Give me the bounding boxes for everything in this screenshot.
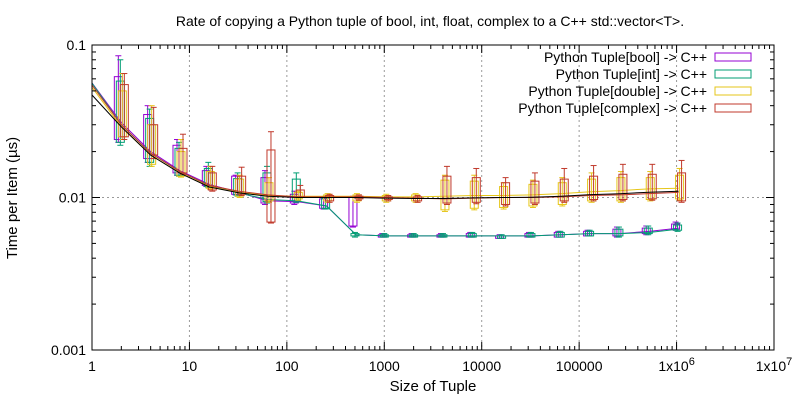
data-box (469, 180, 479, 209)
legend-swatch (714, 86, 752, 96)
x-tick-label: 1 (88, 358, 96, 374)
data-box (293, 191, 303, 200)
data-box (176, 151, 186, 177)
legend-label: Python Tuple[complex] -> C++ (518, 100, 707, 116)
legend-swatch (714, 52, 752, 62)
data-box (677, 172, 687, 202)
data-box (442, 175, 452, 204)
data-box (205, 171, 215, 189)
data-box (643, 227, 653, 235)
y-tick-label: 0.1 (67, 37, 87, 53)
data-box (675, 174, 685, 200)
data-box (264, 182, 274, 202)
series-layer (91, 55, 687, 239)
x-axis-label: Size of Tuple (390, 378, 477, 395)
legend: Python Tuple[bool] -> C++Python Tuple[in… (518, 49, 752, 116)
data-box (559, 178, 569, 202)
x-tick-label: 1x107 (756, 356, 792, 374)
data-box (467, 233, 477, 238)
data-box (501, 182, 511, 205)
y-axis-label: Time per Item (µs) (4, 137, 21, 259)
x-tick-label: 1000 (369, 358, 400, 374)
data-box (471, 177, 481, 203)
legend-label: Python Tuple[int] -> C++ (556, 66, 707, 82)
grid (92, 45, 774, 350)
legend-swatch (714, 69, 752, 79)
data-box (673, 224, 683, 231)
y-tick-label: 0.01 (59, 190, 86, 206)
axes: 1 10 100 1000 10000 100000 1x106 1x107 0.001 0.01… (51, 37, 792, 374)
legend-label: Python Tuple[double] -> C++ (528, 83, 707, 99)
series-3 (91, 73, 687, 224)
data-box (530, 180, 540, 204)
data-box (614, 228, 624, 237)
data-box (618, 173, 628, 201)
data-box (589, 175, 599, 201)
legend-swatch (714, 103, 752, 113)
data-box (266, 149, 276, 223)
x-tick-label: 100 (275, 358, 299, 374)
data-box (235, 178, 245, 197)
x-tick-label: 10 (182, 358, 198, 374)
trend-line (91, 94, 679, 200)
x-tick-label: 100000 (556, 358, 603, 374)
mean-line (91, 84, 679, 200)
chart-title: Rate of copying a Python tuple of bool, … (176, 13, 684, 29)
legend-label: Python Tuple[bool] -> C++ (544, 49, 707, 65)
data-box (207, 172, 217, 191)
data-box (119, 84, 129, 138)
data-box (647, 173, 657, 200)
data-box (325, 195, 335, 202)
x-tick-label: 10000 (462, 358, 501, 374)
data-box (237, 175, 247, 195)
y-tick-label: 0.001 (51, 342, 86, 358)
x-tick-label: 1x106 (658, 356, 694, 374)
data-box (440, 179, 450, 211)
